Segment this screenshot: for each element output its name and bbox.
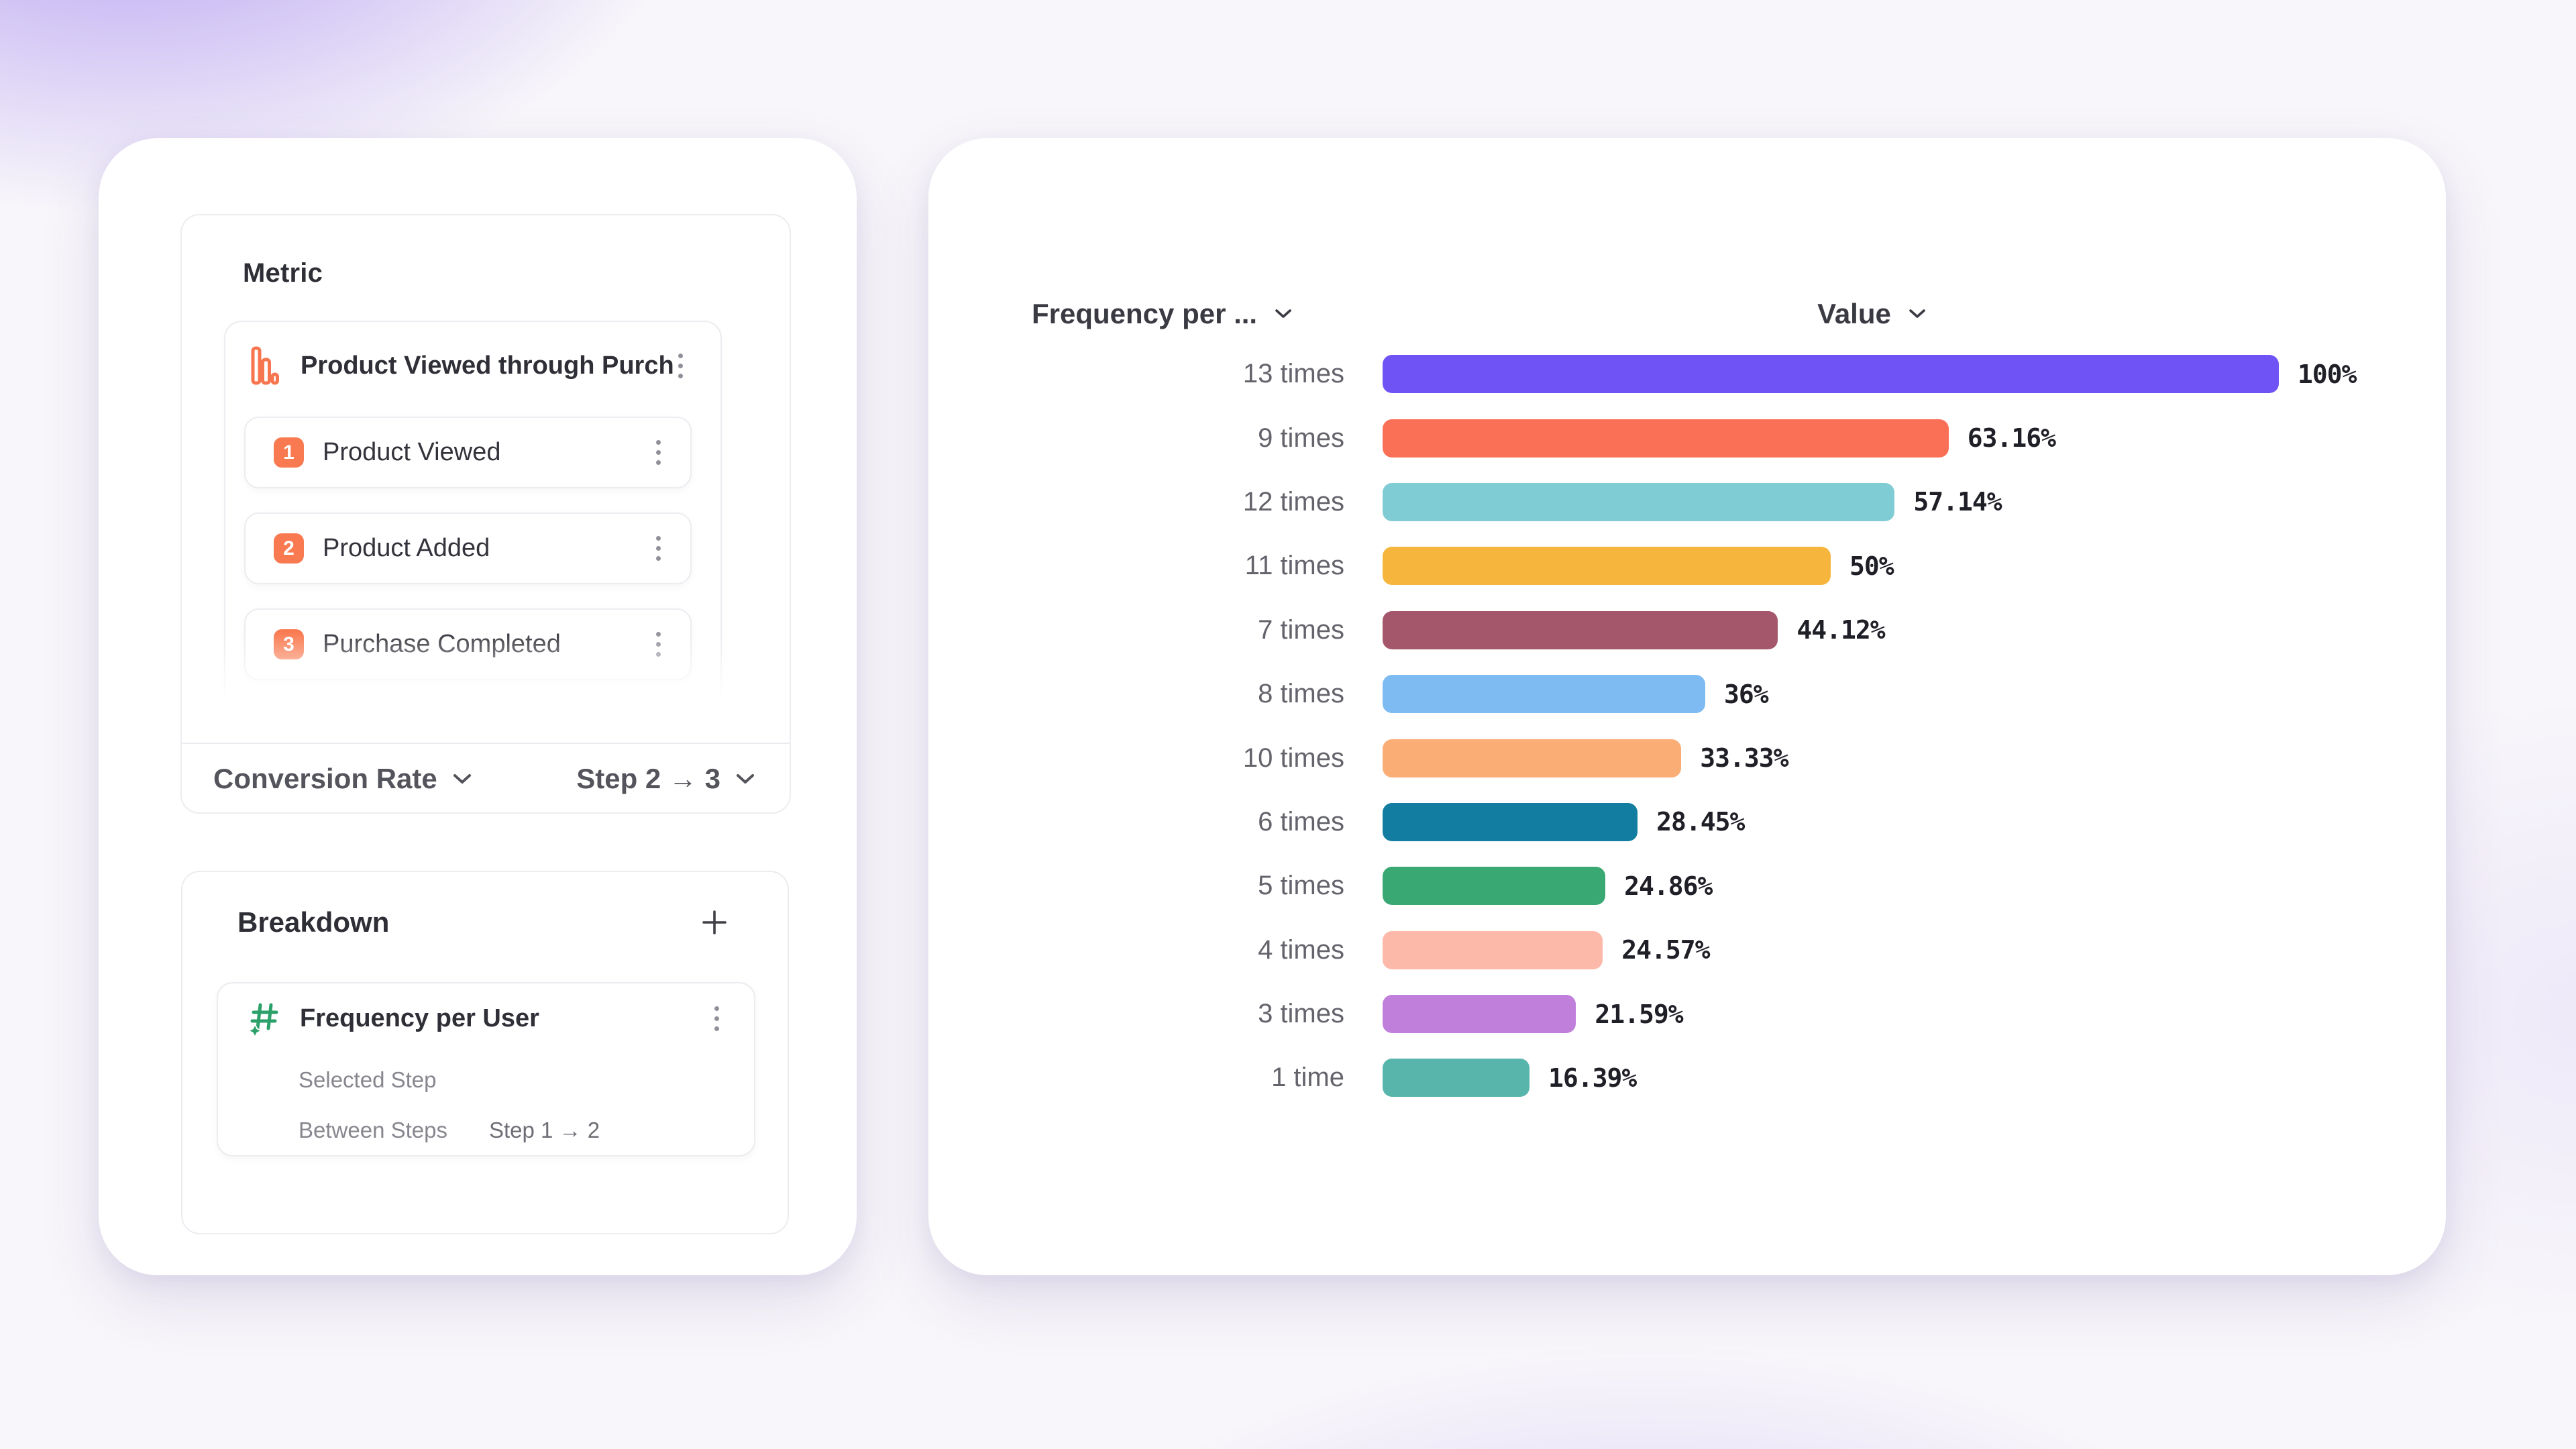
chart-bar[interactable] [1383, 610, 1778, 649]
step-range-label: Step 2 → 3 [576, 763, 720, 794]
chart-row: 1 time 16.39% [928, 1046, 2446, 1110]
kebab-menu-icon[interactable] [652, 532, 665, 565]
chart-bar[interactable] [1383, 1059, 1529, 1097]
chart-value-label: 24.86% [1624, 871, 1713, 901]
kebab-menu-icon[interactable] [674, 350, 687, 382]
chart-category-label: 9 times [1258, 423, 1344, 453]
chart-row: 8 times 36% [928, 662, 2446, 726]
conversion-rate-label: Conversion Rate [213, 763, 437, 794]
chart-category-label: 11 times [1244, 551, 1344, 581]
breakdown-properties: Selected Step Between Steps Step 1 → 2 [299, 1055, 728, 1155]
chart-bar[interactable] [1383, 802, 1638, 841]
chart-value-label: 33.33% [1700, 743, 1788, 773]
step-label: Product Viewed [323, 438, 501, 466]
chart-category-label: 10 times [1242, 743, 1344, 773]
breakdown-panel: Breakdown Frequency per User Selected St… [181, 871, 789, 1234]
chart-card: Frequency per ... Value 13 times 100% 9 ti… [928, 138, 2446, 1275]
chart-value-label: 21.59% [1595, 999, 1683, 1029]
chart-bar[interactable] [1383, 482, 1895, 521]
chevron-down-icon [1909, 309, 1925, 318]
chart-row: 13 times 100% [928, 342, 2446, 406]
property-value: Step 1 → 2 [488, 1117, 600, 1142]
chart-bar[interactable] [1383, 930, 1603, 969]
chevron-down-icon [453, 774, 471, 784]
chart-bar[interactable] [1383, 867, 1606, 906]
chart-value-label: 28.45% [1656, 807, 1745, 837]
breakdown-property-row: Selected Step [299, 1055, 728, 1105]
property-label: Between Steps [299, 1117, 447, 1142]
breakdown-item-title: Frequency per User [300, 1004, 539, 1032]
chevron-down-icon [737, 774, 754, 784]
chart-category-label: 1 time [1271, 1063, 1344, 1093]
chart-row: 6 times 28.45% [928, 790, 2446, 854]
chart-category-label: 8 times [1258, 679, 1344, 709]
chart-value-label: 44.12% [1796, 615, 1885, 645]
category-header-label: Frequency per ... [1032, 298, 1258, 329]
chart-value-label: 16.39% [1548, 1063, 1637, 1093]
value-header-label: Value [1817, 298, 1891, 329]
chart-row: 12 times 57.14% [928, 470, 2446, 534]
breakdown-property-row: Between Steps Step 1 → 2 [299, 1105, 728, 1155]
chart-row: 10 times 33.33% [928, 726, 2446, 790]
chart-category-label: 7 times [1258, 614, 1344, 645]
chart-category-label: 12 times [1242, 486, 1344, 517]
chart-bar[interactable] [1383, 355, 2279, 394]
kebab-menu-icon[interactable] [710, 1002, 723, 1035]
breakdown-panel-title: Breakdown [237, 906, 390, 938]
chart-row: 4 times 24.57% [928, 918, 2446, 982]
category-column-header[interactable]: Frequency per ... [1032, 298, 1292, 330]
step-range-dropdown[interactable]: Step 2 → 3 [576, 763, 755, 795]
chart-value-label: 50% [1849, 551, 1894, 581]
chart-bar[interactable] [1383, 675, 1705, 714]
bar-chart: 13 times 100% 9 times 63.16% 12 times 57.14% 1… [928, 342, 2446, 1110]
breakdown-item-title-row: Frequency per User [218, 998, 754, 1038]
metric-footer: Conversion Rate Step 2 → 3 [182, 744, 790, 814]
kebab-menu-icon[interactable] [652, 436, 665, 469]
funnel-step[interactable]: 2 Product Added [244, 513, 692, 584]
chart-bar[interactable] [1383, 547, 1831, 586]
value-column-header[interactable]: Value [1737, 298, 2006, 330]
chart-value-label: 36% [1724, 679, 1769, 709]
conversion-rate-dropdown[interactable]: Conversion Rate [213, 763, 472, 795]
plus-icon [702, 910, 727, 934]
chart-value-label: 57.14% [1913, 487, 2002, 517]
chart-bar[interactable] [1383, 739, 1682, 777]
add-breakdown-button[interactable] [700, 908, 729, 936]
chart-category-label: 13 times [1242, 359, 1344, 389]
chart-value-label: 63.16% [1967, 423, 2056, 453]
chart-category-label: 4 times [1258, 934, 1344, 965]
chart-row: 5 times 24.86% [928, 854, 2446, 918]
chart-category-label: 3 times [1258, 999, 1344, 1029]
chart-category-label: 6 times [1258, 806, 1344, 837]
chart-value-label: 24.57% [1621, 935, 1710, 965]
metric-panel-title: Metric [243, 258, 323, 288]
chevron-down-icon [1275, 309, 1291, 318]
metric-panel: Metric Product Viewed through Purch... 1… [180, 214, 791, 814]
property-label: Selected Step [299, 1067, 437, 1092]
chart-bar[interactable] [1383, 995, 1576, 1034]
chart-bar[interactable] [1383, 419, 1949, 458]
chart-value-label: 100% [2298, 359, 2357, 389]
divider [182, 743, 790, 744]
chart-column-headers: Frequency per ... Value [928, 298, 2446, 333]
chart-row: 11 times 50% [928, 534, 2446, 598]
query-builder-card: Metric Product Viewed through Purch... 1… [99, 138, 857, 1275]
step-label: Product Added [323, 534, 490, 562]
chart-row: 3 times 21.59% [928, 982, 2446, 1046]
funnel-step[interactable]: 1 Product Viewed [244, 417, 692, 488]
chart-category-label: 5 times [1258, 871, 1344, 901]
breakdown-item-card[interactable]: Frequency per User Selected Step Between … [217, 982, 755, 1157]
funnel-title: Product Viewed through Purch... [301, 351, 674, 380]
step-number-badge: 2 [274, 533, 304, 564]
breakdown-header: Breakdown [182, 872, 788, 973]
step-number-badge: 1 [274, 437, 304, 468]
hash-sparkle-icon [248, 1003, 278, 1036]
funnel-title-row[interactable]: Product Viewed through Purch... [225, 342, 720, 389]
scroll-fade-overlay [182, 631, 790, 741]
chart-row: 9 times 63.16% [928, 406, 2446, 470]
bar-chart-icon [251, 346, 279, 385]
chart-row: 7 times 44.12% [928, 598, 2446, 662]
